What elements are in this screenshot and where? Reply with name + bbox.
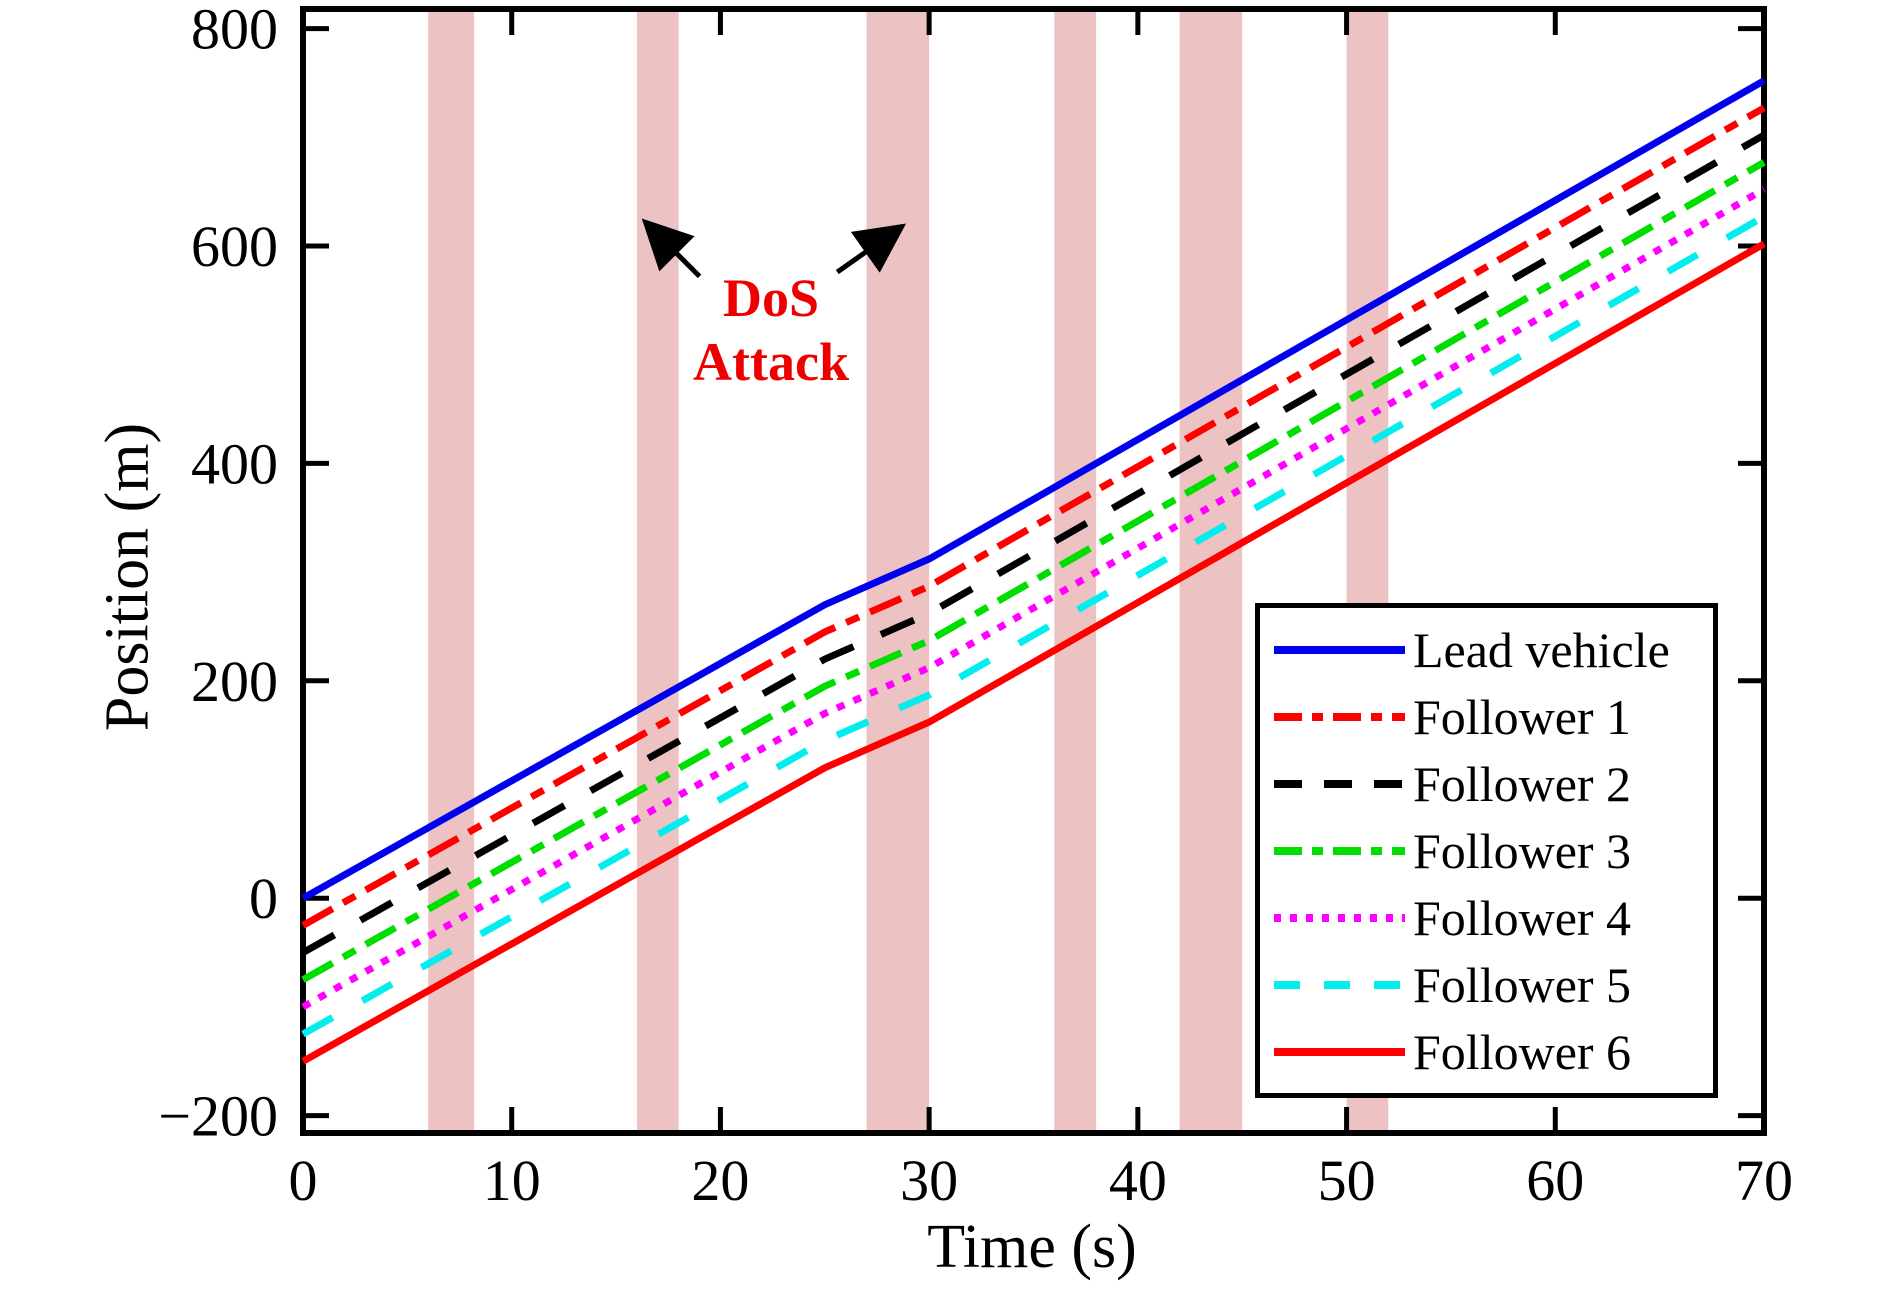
legend-item-follower-4: Follower 4 bbox=[1272, 889, 1713, 947]
legend-label: Follower 3 bbox=[1413, 822, 1632, 879]
legend-item-follower-6: Follower 6 bbox=[1272, 1023, 1713, 1081]
annotation-arrow bbox=[835, 223, 907, 275]
legend-item-follower-1: Follower 1 bbox=[1272, 688, 1713, 746]
legend-label: Follower 1 bbox=[1413, 688, 1632, 745]
legend: Lead vehicle Follower 1 Follower 2 Follower… bbox=[1255, 603, 1718, 1098]
y-tick-label: −200 bbox=[158, 1084, 278, 1149]
dos-attack-annotation: DoS Attack bbox=[646, 266, 896, 394]
series-line-follower-1 bbox=[301, 104, 1766, 929]
y-tick-label: 0 bbox=[249, 866, 278, 931]
series-line-follower-5 bbox=[301, 213, 1766, 1038]
legend-label: Follower 5 bbox=[1413, 956, 1632, 1013]
axis-ticks bbox=[300, 12, 1767, 1130]
series-line-follower-3 bbox=[301, 159, 1766, 983]
x-tick-label: 70 bbox=[1735, 1148, 1793, 1213]
x-tick-label: 50 bbox=[1318, 1148, 1376, 1213]
legend-item-follower-3: Follower 3 bbox=[1272, 822, 1713, 880]
x-tick-label: 0 bbox=[289, 1148, 318, 1213]
legend-line-sample bbox=[1274, 1047, 1405, 1056]
dos-attack-arrows bbox=[641, 218, 907, 279]
legend-label: Lead vehicle bbox=[1413, 621, 1670, 678]
axes-border bbox=[300, 6, 1767, 1136]
attack-band bbox=[1054, 12, 1097, 1130]
attack-band bbox=[428, 12, 475, 1130]
legend-line-sample bbox=[1274, 913, 1405, 922]
x-axis-label: Time (s) bbox=[927, 1213, 1137, 1281]
y-tick-label: 600 bbox=[191, 214, 278, 279]
series-line-follower-4 bbox=[301, 186, 1766, 1010]
x-tick-label: 20 bbox=[691, 1148, 749, 1213]
legend-line-sample bbox=[1274, 846, 1405, 855]
legend-line-sample bbox=[1274, 779, 1405, 788]
x-tick-label: 30 bbox=[900, 1148, 958, 1213]
y-tick-label: 200 bbox=[191, 649, 278, 714]
dos-attack-line1: DoS bbox=[722, 268, 820, 328]
y-tick-label: 800 bbox=[191, 0, 278, 62]
dos-attack-line2: Attack bbox=[693, 332, 849, 392]
y-axis-label: Position (m) bbox=[93, 422, 162, 732]
legend-line-sample bbox=[1274, 645, 1405, 654]
x-tick-label: 40 bbox=[1109, 1148, 1167, 1213]
legend-line-sample bbox=[1274, 980, 1405, 989]
legend-item-follower-5: Follower 5 bbox=[1272, 956, 1713, 1014]
x-tick-label: 60 bbox=[1526, 1148, 1584, 1213]
series-line-lead-vehicle bbox=[301, 77, 1766, 902]
series-line-follower-6 bbox=[301, 240, 1766, 1065]
legend-line-sample bbox=[1274, 712, 1405, 721]
x-tick-label: 10 bbox=[483, 1148, 541, 1213]
legend-item-lead-vehicle: Lead vehicle bbox=[1272, 621, 1713, 679]
legend-label: Follower 6 bbox=[1413, 1023, 1632, 1080]
y-tick-label: 400 bbox=[191, 431, 278, 496]
legend-label: Follower 2 bbox=[1413, 755, 1632, 812]
data-series bbox=[301, 77, 1766, 1065]
attack-band bbox=[636, 12, 679, 1130]
legend-item-follower-2: Follower 2 bbox=[1272, 755, 1713, 813]
legend-label: Follower 4 bbox=[1413, 889, 1632, 946]
annotation-arrow bbox=[641, 218, 702, 279]
series-line-follower-2 bbox=[301, 132, 1766, 956]
